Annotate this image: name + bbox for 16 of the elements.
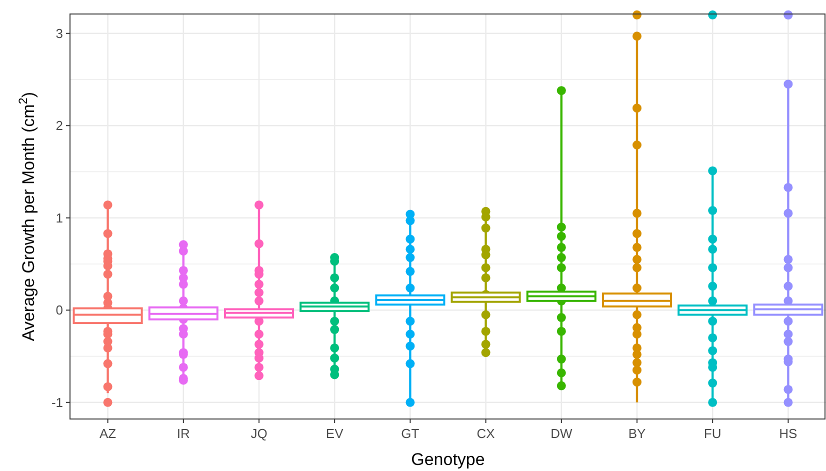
x-tick-label: DW xyxy=(550,426,573,441)
x-tick-label: BY xyxy=(628,426,646,441)
x-tick-label: FU xyxy=(704,426,722,441)
y-tick-label: 3 xyxy=(56,26,63,41)
x-tick-label: IR xyxy=(176,426,190,441)
y-tick-label: -1 xyxy=(51,394,63,410)
x-tick-label: JQ xyxy=(250,426,268,441)
x-tick-label: HS xyxy=(779,426,798,441)
x-tick-label: CX xyxy=(476,426,496,441)
x-tick-label: EV xyxy=(326,426,344,441)
x-tick-label: GT xyxy=(401,426,420,441)
y-tick-label: 2 xyxy=(56,118,63,134)
x-axis-title: Genotype xyxy=(411,450,485,469)
y-tick-label: 0 xyxy=(56,302,63,318)
x-tick-label: AZ xyxy=(99,426,116,441)
y-tick-label: 1 xyxy=(56,210,63,226)
